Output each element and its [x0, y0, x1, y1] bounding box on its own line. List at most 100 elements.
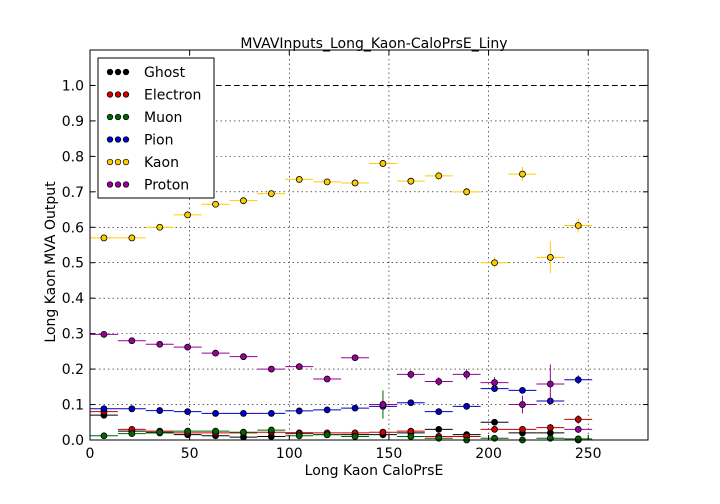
x-tick-label: 200: [475, 446, 502, 462]
data-point: [212, 200, 219, 208]
data-point: [267, 365, 275, 373]
y-tick-label: 0.8: [62, 149, 84, 165]
x-tick-label: 50: [181, 446, 199, 462]
legend-marker-muon: [106, 113, 114, 121]
data-point: [435, 172, 443, 180]
y-tick-label: 0.9: [62, 114, 84, 130]
data-point: [323, 178, 331, 186]
data-point: [379, 428, 387, 436]
data-point: [156, 223, 164, 231]
data-point: [491, 379, 498, 386]
legend-marker-electron: [114, 91, 122, 98]
data-point: [574, 435, 582, 443]
data-point: [574, 376, 582, 384]
legend-marker-muon: [122, 113, 130, 121]
data-point: [519, 386, 526, 394]
data-point: [184, 343, 192, 351]
data-point: [156, 428, 164, 436]
legend-marker-ghost: [106, 68, 114, 76]
data-point: [240, 428, 247, 436]
x-tick-label: 0: [86, 446, 95, 462]
legend-marker-ghost: [114, 68, 122, 76]
data-point: [100, 405, 108, 413]
x-axis-label: Long Kaon CaloPrsE: [305, 463, 444, 479]
legend-label-kaon: Kaon: [144, 155, 179, 171]
data-point: [156, 407, 164, 414]
data-point: [212, 410, 219, 417]
y-tick-label: 1.0: [62, 78, 84, 94]
legend-marker-pion: [106, 136, 114, 143]
y-tick-label: 0.1: [62, 398, 84, 414]
data-point: [240, 410, 247, 417]
data-point: [351, 354, 359, 362]
legend-marker-proton: [106, 181, 114, 188]
plot-frame: [89, 49, 649, 441]
data-point: [407, 177, 415, 185]
data-point: [267, 426, 275, 434]
data-point: [379, 160, 387, 167]
data-point: [546, 254, 554, 261]
legend-marker-ghost: [122, 68, 130, 76]
data-point: [100, 432, 108, 440]
data-point: [574, 416, 582, 423]
data-point: [491, 418, 498, 426]
legend-marker-proton: [122, 181, 130, 188]
legend-marker-electron: [122, 91, 130, 98]
data-point: [100, 330, 108, 338]
data-point: [519, 170, 526, 178]
data-point: [435, 425, 443, 433]
data-point: [212, 349, 219, 357]
data-point: [407, 371, 415, 378]
y-axis-label: Long Kaon MVA Output: [43, 181, 59, 343]
legend-marker-kaon: [114, 158, 122, 166]
y-tick-label: 0.0: [62, 433, 84, 449]
data-point: [491, 259, 498, 267]
data-point: [407, 399, 415, 407]
data-point: [128, 337, 136, 345]
data-point: [128, 430, 136, 438]
legend-marker-pion: [114, 136, 122, 143]
data-point: [184, 408, 192, 416]
x-tick-label: 100: [276, 446, 303, 462]
data-point: [295, 432, 303, 440]
data-point: [212, 427, 219, 435]
series-kaon: [90, 159, 593, 274]
data-point: [295, 363, 303, 371]
data-point: [128, 234, 136, 242]
legend-marker-proton: [114, 181, 122, 188]
data-point: [323, 406, 331, 414]
legend-marker-pion: [122, 136, 130, 143]
legend: Ghost Electron Muon Pion Kaon Proton: [97, 57, 215, 199]
data-point: [546, 424, 554, 431]
x-tick-label: 150: [376, 446, 403, 462]
y-tick-label: 0.2: [62, 362, 84, 378]
data-point: [574, 425, 582, 433]
data-point: [519, 401, 526, 408]
ticks: 0 50 100 150 200 250 0.0 0.1 0.2 0.3 0.4 0.5 0.6 0.7 0…: [62, 50, 648, 462]
data-point: [519, 425, 526, 433]
data-point: [491, 425, 498, 433]
data-point: [295, 407, 303, 415]
data-point: [128, 405, 136, 413]
data-point: [574, 222, 582, 229]
legend-marker-electron: [106, 91, 114, 98]
data-point: [156, 340, 164, 348]
data-point: [240, 197, 247, 205]
legend-label-proton: Proton: [144, 178, 189, 194]
data-point: [267, 410, 275, 417]
data-point: [184, 211, 192, 219]
legend-marker-kaon: [106, 158, 114, 166]
data-layer: [90, 159, 593, 444]
x-tick-label: 250: [575, 446, 602, 462]
data-point: [407, 433, 415, 440]
data-point: [323, 431, 331, 439]
legend-marker-kaon: [122, 158, 130, 166]
data-point: [323, 375, 331, 383]
y-tick-label: 0.4: [62, 291, 84, 307]
data-point: [267, 190, 275, 197]
legend-label-electron: Electron: [144, 88, 201, 104]
y-tick-label: 0.7: [62, 185, 84, 201]
data-point: [546, 380, 554, 388]
data-point: [435, 378, 443, 385]
chart-title: MVAVInputs_Long_Kaon-CaloPrsE_Liny: [240, 36, 507, 52]
